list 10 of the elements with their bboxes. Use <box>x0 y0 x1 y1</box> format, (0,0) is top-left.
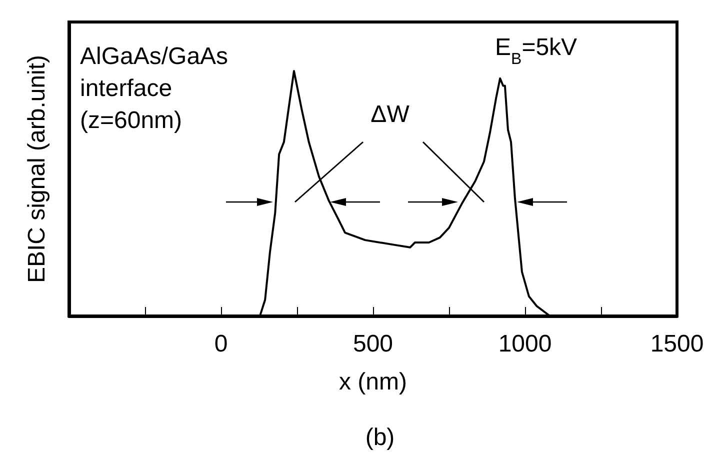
text: E$_{B}$=5kV <box>495 34 578 68</box>
annotation: AlGaAs/GaAs interface (z=60nm) <box>80 43 228 134</box>
x-axis-title: x (nm) <box>339 368 407 396</box>
y-axis-title: EBIC signal (arb.unit) <box>24 54 50 284</box>
x-tick-label: 1000 <box>498 330 552 358</box>
x-tick-label: 500 <box>352 330 394 358</box>
text: (b) <box>365 424 395 451</box>
x-tick-label: 0 <box>214 330 228 358</box>
annotation: ΔW <box>370 101 410 128</box>
x-tick-label: 1500 <box>650 330 704 358</box>
